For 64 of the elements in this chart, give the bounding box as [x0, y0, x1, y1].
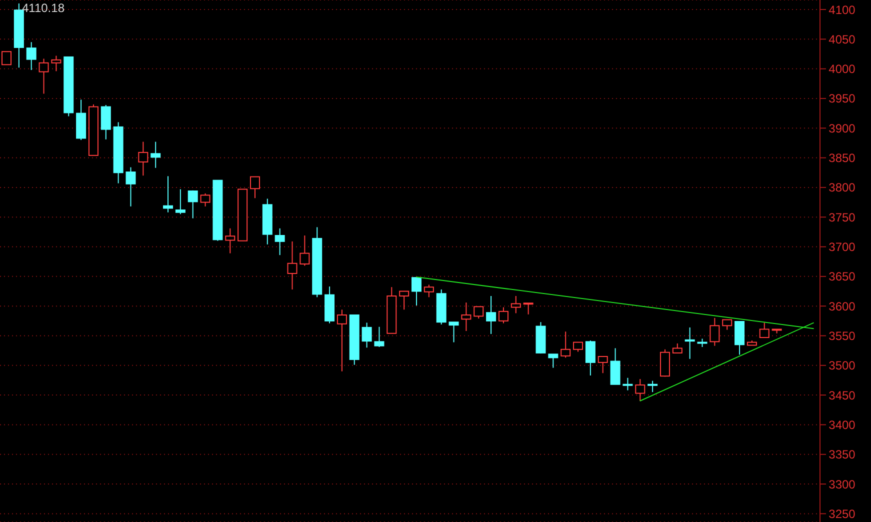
candlestick: [710, 317, 720, 346]
candlestick: [672, 342, 682, 354]
candlestick: [300, 234, 310, 266]
candlestick: [51, 55, 62, 72]
annotation: 4110.18: [22, 1, 64, 15]
candlestick: [722, 319, 732, 330]
y-tick-label: 4100: [828, 2, 856, 17]
candlestick: [163, 176, 174, 213]
y-tick-label: 3400: [828, 418, 856, 432]
candlestick: [250, 176, 260, 199]
candlestick: [585, 340, 596, 376]
candlestick: [648, 380, 658, 393]
candlestick: [598, 356, 608, 374]
candlestick: [399, 290, 410, 310]
candlestick: [38, 58, 49, 94]
candlestick: [548, 354, 558, 368]
candlestick: [188, 190, 198, 219]
candlestick: [175, 188, 186, 215]
candlestick: [362, 322, 372, 348]
candlestick: [336, 309, 347, 372]
y-tick-label: 3950: [828, 92, 856, 106]
candlestick: [573, 342, 584, 352]
y-tick-label: 3550: [828, 329, 856, 343]
candlestick: [759, 322, 770, 338]
y-tick-label: 3500: [828, 358, 856, 373]
candlestick: [622, 377, 633, 391]
y-tick-label: 3350: [828, 448, 856, 462]
candlestick: [734, 321, 745, 356]
candlestick: [274, 228, 285, 256]
candlestick: [225, 228, 236, 254]
candlestick: [560, 331, 571, 358]
y-tick-label: 3250: [828, 506, 856, 521]
candlestick: [448, 322, 459, 343]
candlestick: [26, 42, 36, 70]
candlestick: [150, 141, 161, 168]
y-tick-label: 3850: [828, 151, 856, 166]
y-tick-label: 3700: [828, 240, 856, 254]
candlestick: [461, 302, 472, 332]
y-tick-label: 3300: [828, 477, 856, 492]
candlestick: [424, 284, 434, 298]
candlestick: [412, 276, 422, 306]
y-tick-label: 4050: [828, 32, 856, 46]
y-tick-label: 4000: [828, 62, 856, 76]
candlestick: [498, 306, 508, 324]
candlestick: [287, 240, 298, 290]
candlestick: [523, 302, 534, 315]
candlestick: [510, 296, 521, 314]
candlestick: [684, 326, 695, 360]
candlestick: [474, 306, 484, 320]
candlestick: [610, 348, 620, 385]
y-tick-label: 3650: [828, 270, 856, 284]
y-tick-label: 3800: [828, 180, 856, 195]
candlestick: [100, 104, 111, 140]
y-tick-label: 3600: [828, 299, 856, 314]
y-tick-label: 3450: [828, 388, 856, 402]
candlestick: [126, 166, 136, 207]
candlestick: [660, 348, 670, 378]
candlestick: [635, 378, 646, 402]
y-tick-label: 3750: [828, 210, 856, 224]
y-tick-label: 3900: [828, 121, 856, 136]
candlestick: [138, 141, 148, 176]
candlestick: [374, 326, 384, 348]
candlestick: [200, 192, 210, 207]
candlestick: [486, 296, 496, 334]
